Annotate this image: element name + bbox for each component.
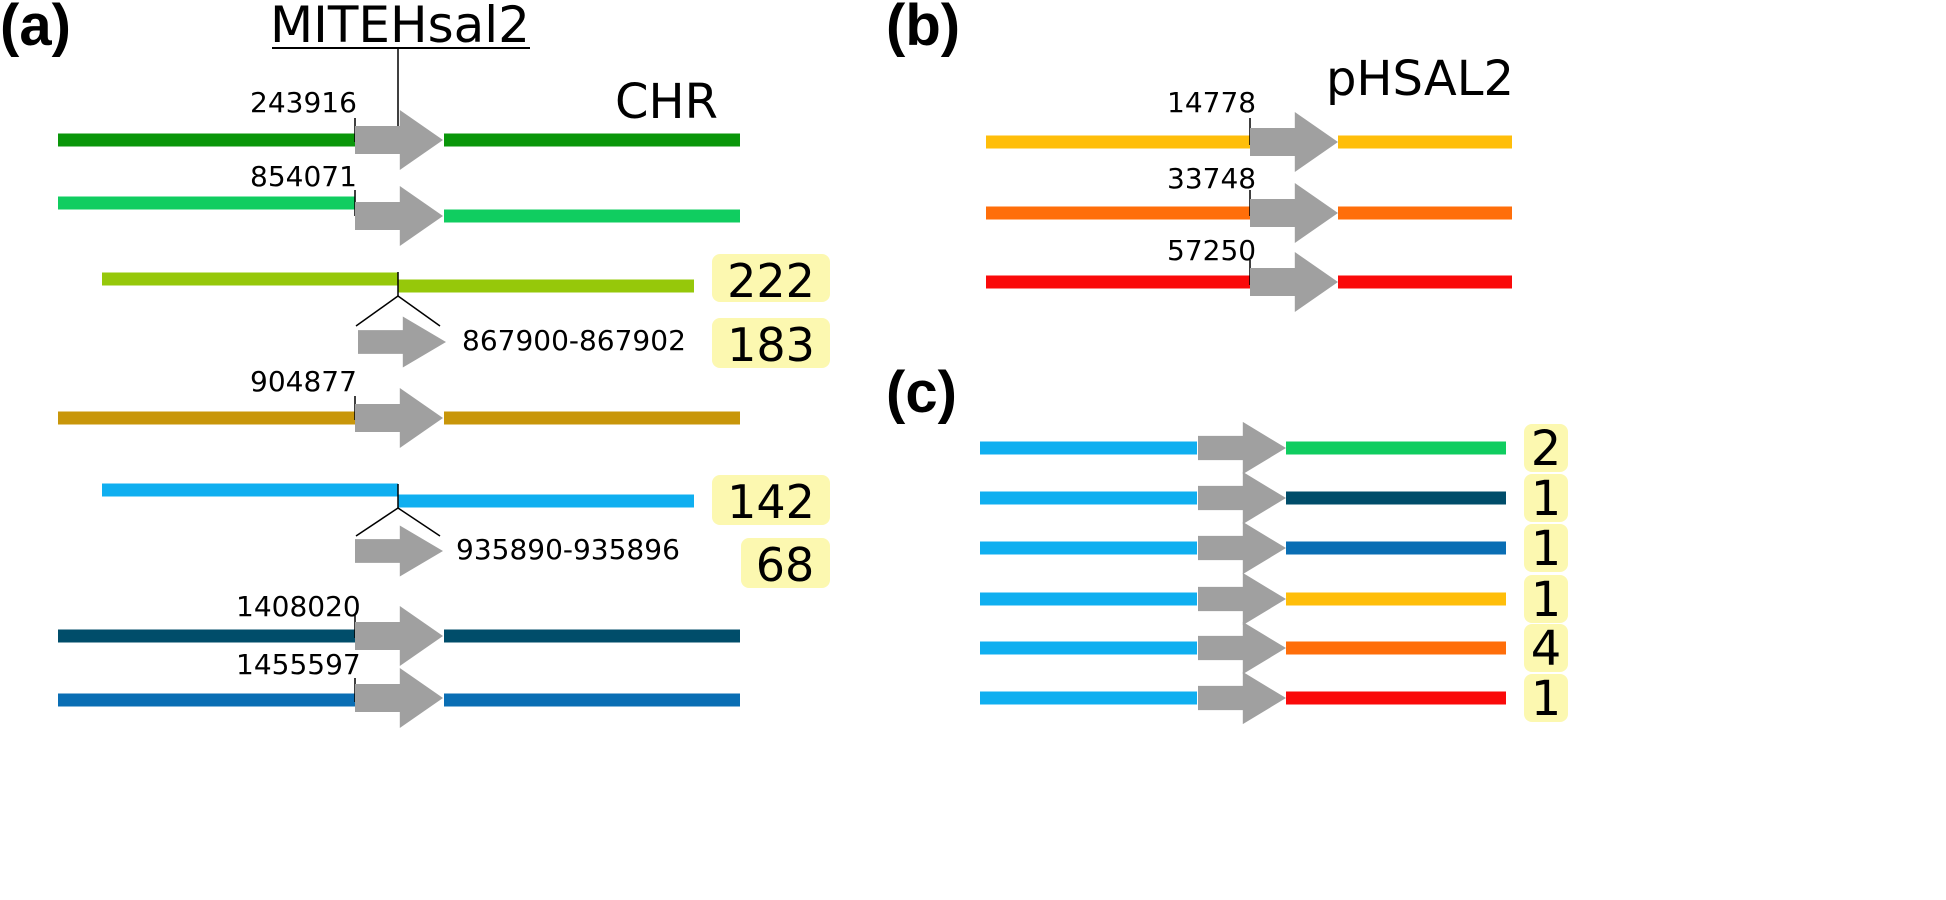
variant-row-5: 4 [980,621,1568,677]
badge-value: 142 [727,475,815,529]
mite-name-title: MITEHsal2 [270,0,530,54]
mite-arrow [1198,471,1286,525]
count-value: 1 [1531,471,1562,527]
badge-background [712,254,830,302]
position-label: 243916 [250,86,357,119]
chr-row-3: 867900-867902 [102,272,694,368]
chr-row-2: 854071 [58,160,740,246]
variant-row-6: 1 [980,671,1568,727]
count-badge [1524,474,1568,522]
position-label: 1455597 [236,648,361,681]
count-value: 2 [1531,421,1562,477]
position-label: 33748 [1167,162,1256,195]
mite-arrow [1198,572,1286,626]
insertion-wedge-right [397,507,441,537]
variant-row-3: 1 [980,521,1568,577]
plasmid-row-3: 57250 [986,234,1512,312]
badge-value: 183 [727,318,815,372]
count-value: 1 [1531,521,1562,577]
chr-row-6: 1408020 [58,590,740,666]
badge-background [712,475,830,525]
badge-value: 68 [756,538,815,592]
count-value: 4 [1531,621,1562,677]
plasmid-row-1: 14778 [986,86,1512,172]
variant-row-2: 1 [980,471,1568,527]
chr-row-4: 904877 [58,365,740,448]
mite-arrow [1250,183,1338,243]
mite-arrow [355,606,443,666]
mite-arrow [355,668,443,728]
position-label: 867900-867902 [462,324,686,357]
position-label: 854071 [250,160,357,193]
insertion-wedge-left [355,295,399,327]
chr-label: CHR [615,74,718,130]
chr-row-7: 1455597 [58,648,740,728]
badge-background [741,538,830,588]
chr-row-1: 243916 [58,86,740,170]
mite-arrow [355,525,443,577]
count-badge [1524,524,1568,572]
variant-row-1: 2 [980,421,1568,477]
mite-arrow [355,110,443,170]
mite-arrow [1198,521,1286,575]
panel-c-label: (c) [886,360,957,425]
mite-arrow [1250,252,1338,312]
insertion-wedge-left [355,507,399,537]
mite-arrow [1198,621,1286,675]
mite-arrow [1250,112,1338,172]
plasmid-row-2: 33748 [986,162,1512,243]
mite-arrow [355,388,443,448]
mite-arrow [355,186,443,246]
badge-background [712,318,830,368]
length-badge-142: 142 [712,475,830,529]
length-badge-183: 183 [712,318,830,372]
count-value: 1 [1531,572,1562,628]
mite-arrow [1198,671,1286,725]
variant-row-4: 1 [980,572,1568,628]
count-badge [1524,674,1568,722]
length-badge-222: 222 [712,254,830,308]
position-label: 14778 [1167,86,1256,119]
mite-arrow [1198,421,1286,475]
position-label: 57250 [1167,234,1256,267]
count-badge [1524,624,1568,672]
count-value: 1 [1531,671,1562,727]
count-badge [1524,424,1568,472]
plasmid-label: pHSAL2 [1326,51,1514,107]
panel-a-label: (a) [0,0,71,58]
badge-value: 222 [727,254,815,308]
mite-arrow [358,316,446,368]
position-label: 1408020 [236,590,361,623]
chr-row-5: 935890-935896 [102,483,694,577]
length-badge-68: 68 [741,538,830,592]
panel-b-label: (b) [886,0,960,58]
position-label: 904877 [250,365,357,398]
insertion-wedge-right [397,295,441,327]
count-badge [1524,575,1568,623]
position-label: 935890-935896 [456,533,680,566]
